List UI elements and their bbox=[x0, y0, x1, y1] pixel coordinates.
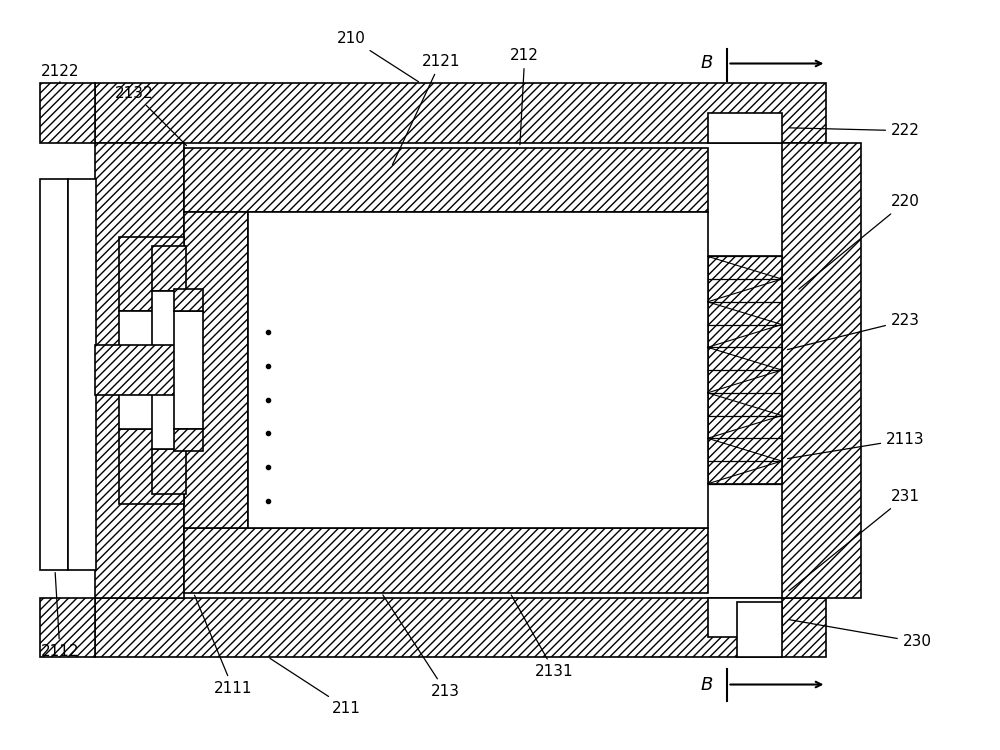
Bar bbox=[184, 211, 248, 528]
Bar bbox=[152, 247, 186, 291]
Bar bbox=[782, 142, 861, 598]
Bar bbox=[40, 598, 95, 657]
Bar bbox=[708, 113, 782, 142]
Bar bbox=[119, 430, 184, 503]
Bar bbox=[174, 310, 203, 430]
Text: B: B bbox=[700, 676, 713, 694]
Text: B: B bbox=[700, 55, 713, 73]
Text: 2121: 2121 bbox=[392, 54, 460, 165]
Text: 211: 211 bbox=[270, 658, 361, 716]
Text: 213: 213 bbox=[383, 595, 460, 699]
Bar bbox=[95, 142, 184, 598]
Text: 212: 212 bbox=[510, 48, 539, 145]
Text: 222: 222 bbox=[790, 123, 920, 138]
Bar bbox=[40, 83, 95, 142]
Bar bbox=[95, 345, 184, 394]
Bar bbox=[174, 430, 203, 451]
Bar bbox=[95, 83, 826, 142]
Text: 2111: 2111 bbox=[195, 595, 252, 696]
Text: 231: 231 bbox=[789, 489, 920, 591]
Bar bbox=[40, 179, 68, 570]
Text: 2133: 2133 bbox=[483, 362, 579, 377]
Bar bbox=[184, 528, 708, 592]
Text: 2113: 2113 bbox=[788, 432, 925, 458]
Text: 2132: 2132 bbox=[115, 86, 187, 146]
Bar bbox=[152, 449, 186, 494]
Bar bbox=[119, 236, 184, 310]
Bar bbox=[708, 256, 782, 484]
Bar bbox=[95, 598, 826, 657]
Bar bbox=[68, 179, 96, 570]
Bar bbox=[119, 310, 184, 430]
Bar bbox=[184, 148, 708, 211]
Text: 223: 223 bbox=[788, 313, 920, 350]
Text: 210: 210 bbox=[337, 32, 419, 82]
Text: 230: 230 bbox=[790, 620, 932, 650]
Bar bbox=[248, 211, 708, 528]
Text: 2131: 2131 bbox=[511, 595, 574, 680]
Bar bbox=[152, 291, 186, 449]
Text: 220: 220 bbox=[799, 194, 920, 290]
Bar bbox=[174, 289, 203, 310]
Bar bbox=[708, 598, 782, 637]
Text: 2122: 2122 bbox=[41, 64, 79, 83]
Text: 2112: 2112 bbox=[41, 572, 79, 659]
Bar bbox=[737, 602, 782, 657]
